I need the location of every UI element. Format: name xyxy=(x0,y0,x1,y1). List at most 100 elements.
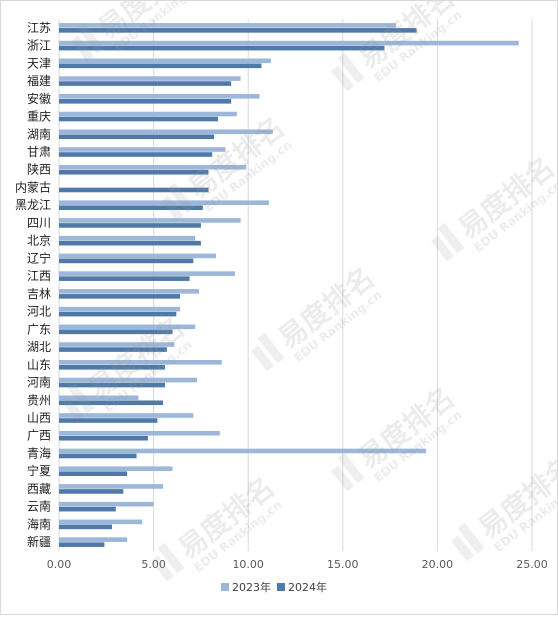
category-label: 江西 xyxy=(27,269,51,283)
tick-label: 20.00 xyxy=(422,558,454,571)
category-label: 河北 xyxy=(27,305,51,319)
tick-label: 5.00 xyxy=(141,558,166,571)
legend: 2023年 2024年 xyxy=(221,580,327,594)
bar xyxy=(59,276,190,281)
bars xyxy=(59,23,519,547)
bar xyxy=(59,169,209,175)
category-label: 天津 xyxy=(27,56,51,70)
watermark-mark xyxy=(161,195,185,222)
legend-swatch-2023 xyxy=(221,583,229,591)
bar xyxy=(59,484,164,489)
bar xyxy=(59,542,105,547)
legend-label-2023: 2023年 xyxy=(232,580,271,594)
bar xyxy=(59,45,385,51)
bar xyxy=(59,448,427,454)
bar xyxy=(59,347,167,352)
x-axis-ticks: 0.00 5.00 10.00 15.00 20.00 25.00 xyxy=(47,558,548,571)
watermark-mark xyxy=(337,452,365,484)
category-label: 内蒙古 xyxy=(15,179,51,194)
watermark-mark xyxy=(451,535,475,562)
watermark-mark xyxy=(257,332,285,364)
bar xyxy=(59,435,148,441)
category-label: 重庆 xyxy=(27,110,51,124)
bar xyxy=(59,258,194,264)
category-label: 福建 xyxy=(27,73,51,88)
bar xyxy=(59,23,396,28)
category-label: 湖北 xyxy=(27,339,51,354)
bar xyxy=(59,205,203,210)
category-label: 新疆 xyxy=(27,534,51,549)
bar xyxy=(59,253,217,259)
bar xyxy=(59,111,237,117)
bar xyxy=(59,40,519,46)
bar xyxy=(59,289,200,294)
category-label: 江苏 xyxy=(27,21,51,35)
category-label: 广东 xyxy=(27,322,51,336)
tick-label: 25.00 xyxy=(516,558,548,571)
bar xyxy=(59,99,232,104)
bar xyxy=(59,400,164,406)
category-label: 云南 xyxy=(27,499,51,514)
bar xyxy=(59,94,260,99)
bar xyxy=(59,223,201,228)
tick-label: 0.00 xyxy=(47,558,72,571)
category-label: 海南 xyxy=(27,516,51,531)
legend-swatch-2024 xyxy=(277,583,285,591)
bar xyxy=(59,134,215,140)
category-labels: 江苏浙江天津福建安徽重庆湖南甘肃陕西内蒙古黑龙江四川北京辽宁江西吉林河北广东湖北… xyxy=(15,21,51,549)
watermark-mark xyxy=(61,395,85,422)
bar xyxy=(59,329,173,335)
bar xyxy=(59,430,220,436)
bar xyxy=(59,28,417,33)
legend-label-2024: 2024年 xyxy=(288,580,327,594)
bar xyxy=(59,187,209,193)
bar xyxy=(59,218,241,223)
bar xyxy=(59,63,262,69)
watermark-mark xyxy=(251,345,275,372)
watermark-mark xyxy=(437,222,465,254)
bar xyxy=(59,240,201,246)
bar xyxy=(59,271,235,276)
bar xyxy=(59,81,232,86)
bar xyxy=(59,152,213,157)
category-label: 北京 xyxy=(27,234,51,248)
bar xyxy=(59,453,137,459)
category-label: 宁夏 xyxy=(27,463,51,478)
bar xyxy=(59,164,247,170)
bar xyxy=(59,501,154,507)
bar xyxy=(59,471,128,476)
category-label: 山西 xyxy=(27,411,51,425)
bar xyxy=(59,377,198,383)
bar xyxy=(59,324,196,330)
watermark-mark xyxy=(331,65,355,92)
tick-label: 10.00 xyxy=(232,558,264,571)
category-label: 辽宁 xyxy=(27,250,51,265)
watermark-mark xyxy=(157,542,185,574)
category-label: 甘肃 xyxy=(27,145,51,159)
category-label: 湖南 xyxy=(27,126,51,141)
category-label: 浙江 xyxy=(27,39,51,53)
watermark-mark xyxy=(167,182,195,214)
category-label: 安徽 xyxy=(27,91,51,106)
bar xyxy=(59,200,270,205)
bar xyxy=(59,537,128,542)
bar xyxy=(59,116,218,122)
bar xyxy=(59,413,194,418)
tick-label: 15.00 xyxy=(327,558,359,571)
bar xyxy=(59,294,181,299)
bar xyxy=(59,489,124,494)
watermark-mark xyxy=(331,465,355,492)
bar xyxy=(59,342,175,347)
bar xyxy=(59,76,241,81)
bar xyxy=(59,129,273,135)
category-label: 青海 xyxy=(27,445,51,460)
watermark-mark xyxy=(71,35,95,62)
category-label: 贵州 xyxy=(27,393,51,407)
